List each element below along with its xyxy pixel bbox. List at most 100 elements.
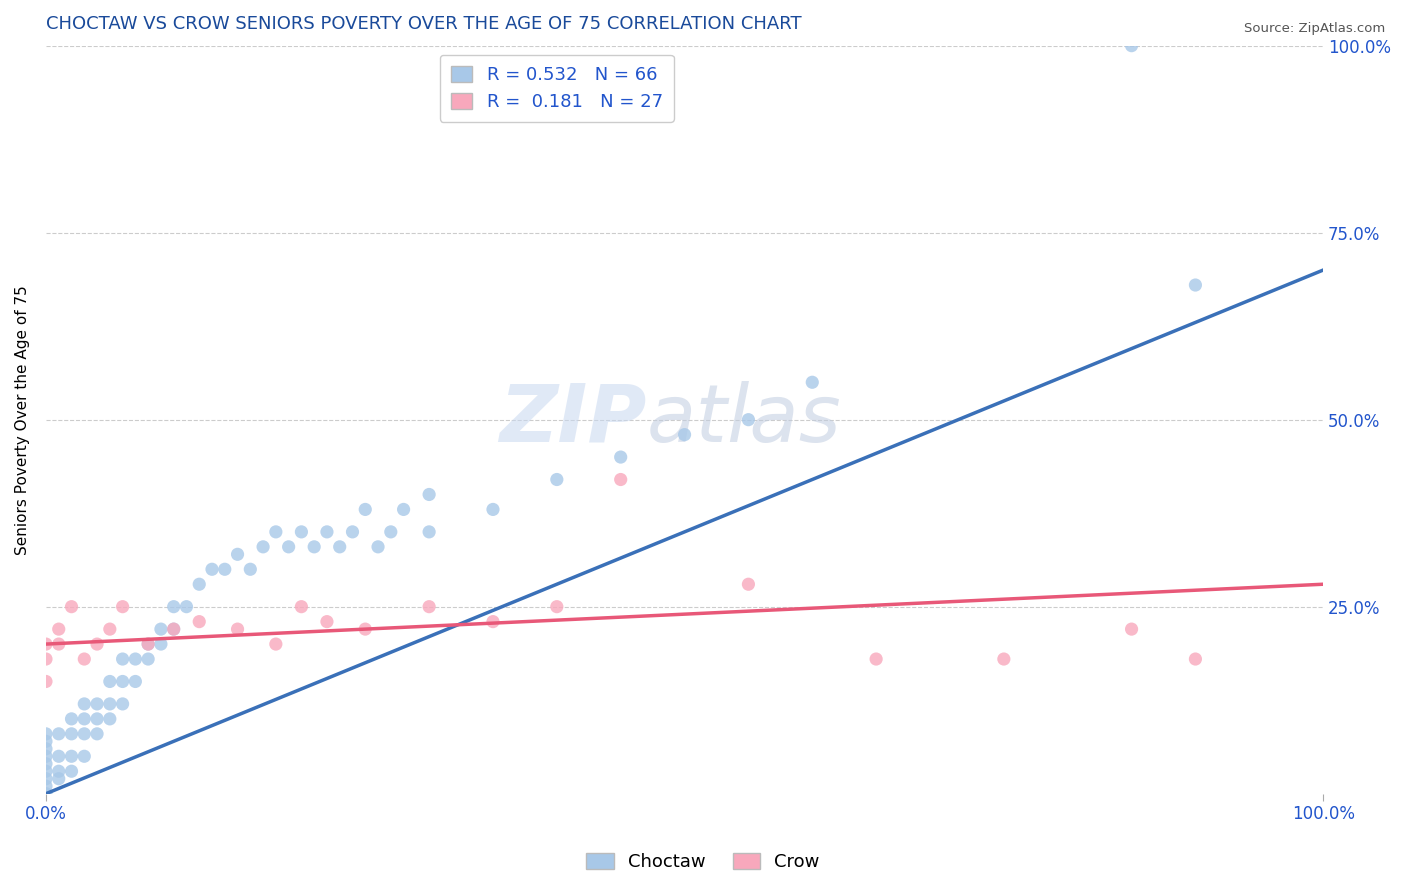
Point [188, 615, 211, 629]
Point [35, 787, 58, 801]
Point [1121, 622, 1143, 636]
Point [316, 524, 339, 539]
Point [73, 712, 96, 726]
Point [316, 615, 339, 629]
Point [48, 764, 70, 779]
Point [48, 727, 70, 741]
Point [136, 637, 159, 651]
Point [801, 376, 824, 390]
Point [737, 412, 759, 426]
Point [73, 652, 96, 666]
Point [48, 772, 70, 786]
Point [149, 622, 172, 636]
Point [35, 652, 58, 666]
Point [342, 524, 364, 539]
Point [98, 674, 121, 689]
Point [673, 427, 696, 442]
Point [98, 622, 121, 636]
Y-axis label: Seniors Poverty Over the Age of 75: Seniors Poverty Over the Age of 75 [15, 285, 30, 555]
Point [214, 562, 236, 576]
Point [73, 749, 96, 764]
Point [993, 652, 1015, 666]
Point [865, 652, 887, 666]
Point [737, 577, 759, 591]
Point [354, 622, 377, 636]
Text: ZIP: ZIP [499, 381, 647, 458]
Point [86, 637, 108, 651]
Text: atlas: atlas [647, 381, 841, 458]
Point [35, 674, 58, 689]
Point [111, 674, 134, 689]
Point [1121, 38, 1143, 53]
Point [290, 599, 312, 614]
Point [546, 599, 568, 614]
Point [48, 749, 70, 764]
Point [546, 473, 568, 487]
Point [60, 749, 83, 764]
Point [60, 712, 83, 726]
Point [252, 540, 274, 554]
Point [73, 727, 96, 741]
Point [482, 502, 505, 516]
Text: Source: ZipAtlas.com: Source: ZipAtlas.com [1244, 22, 1385, 36]
Point [1184, 278, 1206, 293]
Point [163, 622, 186, 636]
Point [111, 697, 134, 711]
Point [35, 779, 58, 793]
Point [188, 577, 211, 591]
Point [86, 727, 108, 741]
Point [48, 622, 70, 636]
Point [354, 502, 377, 516]
Point [264, 524, 287, 539]
Point [609, 473, 631, 487]
Point [35, 764, 58, 779]
Point [124, 674, 146, 689]
Point [226, 547, 249, 561]
Text: CHOCTAW VS CROW SENIORS POVERTY OVER THE AGE OF 75 CORRELATION CHART: CHOCTAW VS CROW SENIORS POVERTY OVER THE… [46, 15, 801, 33]
Point [418, 524, 440, 539]
Point [392, 502, 415, 516]
Point [482, 615, 505, 629]
Point [329, 540, 352, 554]
Point [176, 599, 198, 614]
Point [35, 727, 58, 741]
Point [35, 772, 58, 786]
Point [277, 540, 299, 554]
Point [73, 697, 96, 711]
Point [111, 599, 134, 614]
Point [35, 741, 58, 756]
Point [290, 524, 312, 539]
Point [226, 622, 249, 636]
Point [418, 487, 440, 501]
Point [60, 599, 83, 614]
Point [60, 764, 83, 779]
Point [163, 622, 186, 636]
Point [48, 637, 70, 651]
Point [163, 599, 186, 614]
Point [60, 727, 83, 741]
Point [302, 540, 325, 554]
Point [111, 652, 134, 666]
Point [98, 712, 121, 726]
Point [35, 637, 58, 651]
Point [201, 562, 224, 576]
Point [98, 697, 121, 711]
Point [1184, 652, 1206, 666]
Point [136, 652, 159, 666]
Legend: Choctaw, Crow: Choctaw, Crow [579, 846, 827, 879]
Point [86, 697, 108, 711]
Point [35, 734, 58, 748]
Point [149, 637, 172, 651]
Point [367, 540, 389, 554]
Point [418, 599, 440, 614]
Point [35, 756, 58, 771]
Point [609, 450, 631, 464]
Point [35, 749, 58, 764]
Legend: R = 0.532   N = 66, R =  0.181   N = 27: R = 0.532 N = 66, R = 0.181 N = 27 [440, 54, 673, 122]
Point [124, 652, 146, 666]
Point [239, 562, 262, 576]
Point [264, 637, 287, 651]
Point [380, 524, 402, 539]
Point [136, 637, 159, 651]
Point [86, 712, 108, 726]
